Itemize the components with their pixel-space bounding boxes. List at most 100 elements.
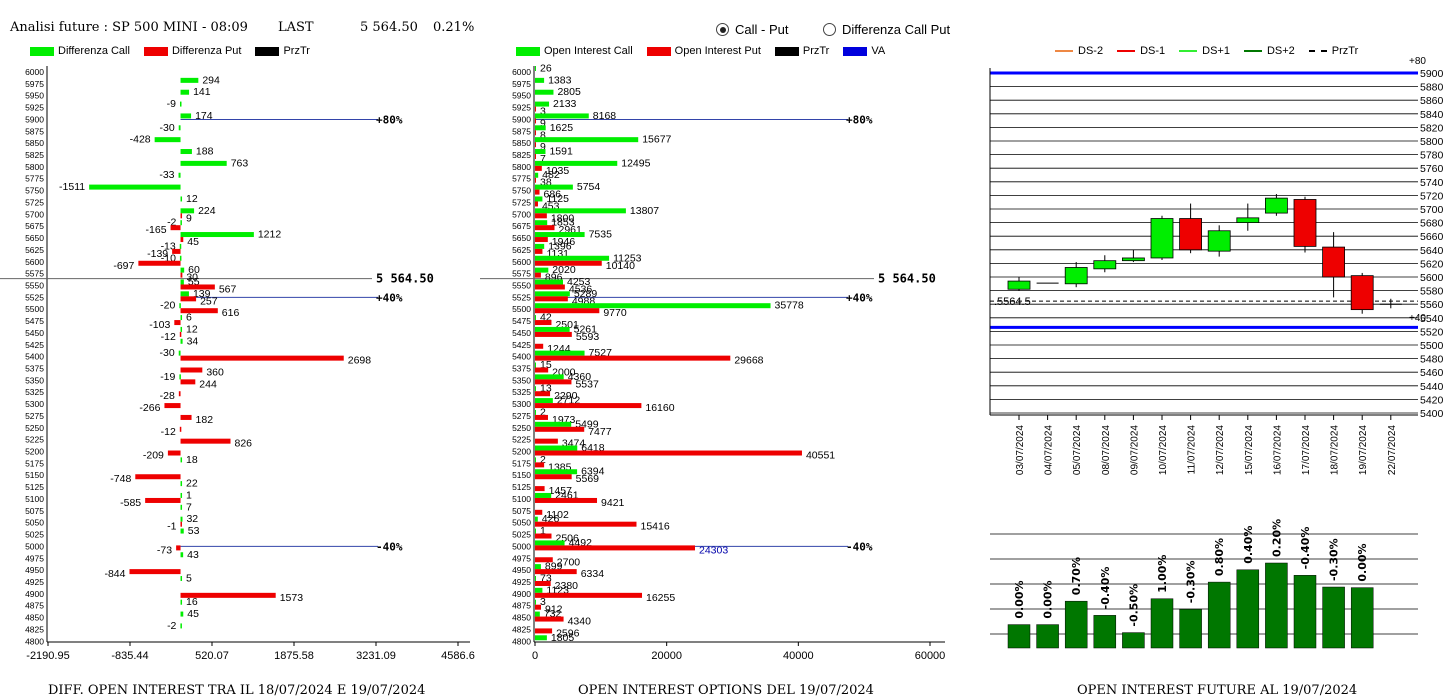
mid-y-tick-label: 5150 [512, 470, 531, 480]
mid-y-tick-label: 4875 [512, 601, 531, 611]
mid-call-bar [535, 398, 553, 404]
legend-label: DS+1 [1202, 45, 1230, 57]
mid-put-label: 5569 [576, 473, 600, 485]
mid-call-label: 2020 [552, 264, 576, 276]
mid-call-label: 1591 [549, 146, 573, 158]
future-oi-label: 0.80% [1213, 538, 1226, 576]
mid-y-tick-label: 5100 [512, 494, 531, 504]
mid-put-label: 10140 [606, 260, 635, 272]
left-put-bar [176, 545, 181, 551]
left-put-label: 567 [219, 283, 237, 295]
mid-call-bar [535, 66, 536, 71]
right-x-tick-label: 18/07/2024 [1330, 425, 1341, 475]
future-oi-label: 0.00% [1013, 580, 1026, 618]
mid-call-bar [535, 445, 578, 451]
mid-call-bar [535, 137, 639, 143]
mid-call-bar [535, 611, 540, 617]
left-call-bar [179, 243, 182, 249]
left-price-label: 5 564.50 [376, 272, 434, 286]
left-put-bar [180, 284, 215, 290]
legend-item: VA [843, 45, 885, 57]
mid-put-bar [535, 248, 543, 254]
mid-put-label: 3 [540, 106, 546, 118]
left-put-label: -139 [147, 248, 168, 260]
left-x-tick-label: 1875.58 [274, 650, 314, 662]
future-oi-bar [1265, 562, 1288, 649]
mid-put-label: 7477 [588, 426, 612, 438]
left-y-tick-label: 5850 [25, 138, 44, 148]
left-ref-label: +80% [376, 113, 403, 126]
left-call-bar [179, 101, 182, 107]
left-call-label: -9 [167, 98, 176, 110]
left-call-bar [180, 552, 184, 558]
mid-call-label: 13 [540, 383, 552, 395]
left-put-label: 30 [186, 272, 198, 284]
legend-item: DS+1 [1179, 45, 1230, 57]
mid-put-bar [535, 189, 540, 195]
mid-call-bar [535, 409, 536, 415]
mid-put-label: 686 [544, 189, 562, 201]
left-put-bar [180, 213, 183, 219]
mid-y-tick-label: 5275 [512, 411, 531, 421]
mid-call-bar [535, 255, 610, 261]
right-candle-body [1007, 280, 1031, 290]
mid-put-bar [535, 130, 536, 136]
mid-put-bar [535, 260, 602, 266]
mid-put-label: 9421 [601, 497, 625, 509]
mid-put-label: 9 [540, 141, 546, 153]
mid-call-bar [535, 172, 539, 178]
left-call-bar [180, 611, 184, 617]
legend-item: DS-2 [1055, 45, 1103, 57]
radio-call-put[interactable]: Call - Put [716, 22, 788, 37]
right-candle-body [1322, 246, 1345, 278]
mid-put-bar [535, 497, 598, 503]
mid-y-tick-label: 5075 [512, 506, 531, 516]
legend-label: Differenza Put [171, 45, 242, 57]
mid-put-bar [535, 237, 548, 243]
future-oi-label: -0.30% [1185, 560, 1198, 603]
left-y-tick-label: 5900 [25, 114, 44, 124]
left-call-bar [178, 350, 181, 356]
left-put-bar [167, 450, 181, 456]
mid-ref-label: +40% [846, 291, 873, 304]
radio-diff-call-put[interactable]: Differenza Call Put [823, 22, 950, 37]
mid-call-bar [535, 101, 550, 107]
mid-y-tick-label: 4950 [512, 565, 531, 575]
radio-diff-call-put-label: Differenza Call Put [842, 22, 951, 37]
right-y-tick-label: 5880 [1420, 82, 1444, 94]
left-y-tick-label: 5050 [25, 518, 44, 528]
mid-y-tick-label: 5475 [512, 316, 531, 326]
left-call-label: -1511 [59, 181, 85, 193]
left-put-bar [135, 474, 181, 480]
legend-item: DS+2 [1243, 45, 1295, 57]
left-put-bar [170, 225, 181, 231]
left-y-tick-label: 5700 [25, 209, 44, 219]
mid-x-tick-label: 0 [532, 650, 538, 662]
mid-put-bar [535, 379, 572, 385]
mid-y-tick-label: 6000 [512, 67, 531, 77]
mid-y-tick-label: 5875 [512, 126, 531, 136]
left-put-bar [164, 403, 181, 409]
mid-y-tick-label: 5225 [512, 435, 531, 445]
mid-call-bar [535, 564, 541, 570]
mid-put-label: 15416 [640, 521, 669, 533]
left-call-label: 12 [186, 323, 198, 335]
left-y-tick-label: 5275 [25, 411, 44, 421]
legend-item: Open Interest Call [516, 45, 633, 57]
mid-call-bar [535, 243, 545, 249]
left-caption: DIFF. OPEN INTEREST TRA IL 18/07/2024 E … [48, 683, 426, 698]
mid-y-tick-label: 5775 [512, 174, 531, 184]
instrument-title: Analisi future : SP 500 MINI - 08:09 [10, 20, 248, 35]
left-put-label: -165 [146, 224, 167, 236]
left-call-label: 141 [193, 86, 211, 98]
mid-put-bar [535, 462, 545, 468]
legend-label: Differenza Call [58, 45, 130, 57]
left-y-tick-label: 5400 [25, 352, 44, 362]
left-call-bar [180, 504, 183, 510]
left-y-tick-label: 4975 [25, 553, 44, 563]
right-mid-label: +40 [1409, 313, 1426, 324]
left-call-label: 16 [186, 596, 198, 608]
right-x-tick-label: 03/07/2024 [1015, 425, 1026, 475]
mid-put-label: 8 [540, 129, 546, 141]
